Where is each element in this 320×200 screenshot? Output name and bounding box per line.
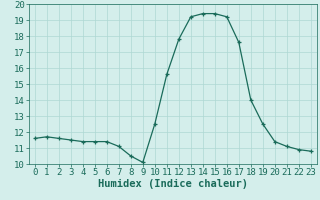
X-axis label: Humidex (Indice chaleur): Humidex (Indice chaleur) (98, 179, 248, 189)
